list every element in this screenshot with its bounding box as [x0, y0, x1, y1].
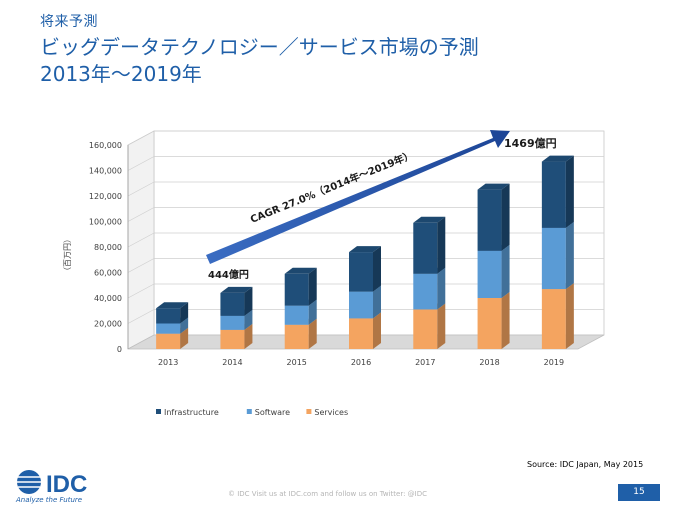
bar-software-2018-side: [501, 244, 510, 298]
x-tick-label: 2015: [287, 358, 307, 367]
bar-infrastructure-2018: [477, 189, 502, 251]
legend-swatch-infrastructure: [156, 409, 161, 414]
bar-software-2016-side: [373, 285, 381, 319]
bar-services-2013: [156, 333, 181, 349]
x-tick-label: 2017: [415, 358, 435, 367]
bar-infrastructure-2018-top: [477, 183, 510, 190]
bar-infrastructure-2018-side: [501, 183, 510, 251]
bar-software-2015: [284, 305, 309, 325]
bar-infrastructure-2015-side: [308, 267, 317, 306]
x-tick-label: 2016: [351, 358, 371, 367]
bar-infrastructure-2014: [220, 292, 245, 316]
logo-wordmark: IDC: [46, 471, 87, 498]
source-note: Source: IDC Japan, May 2015: [527, 460, 644, 469]
legend-label-infrastructure: Infrastructure: [164, 408, 219, 417]
slide-title: ビッグデータテクノロジー／サービス市場の予測 2013年～2019年: [40, 34, 479, 88]
bar-infrastructure-2013-top: [156, 302, 189, 309]
bar-software-2017: [413, 273, 438, 310]
bar-services-2016-side: [373, 312, 381, 349]
y-tick-label: 120,000: [89, 192, 122, 201]
gridline-side: [127, 156, 155, 171]
bar-infrastructure-2016: [349, 252, 373, 292]
bar-software-2015-side: [308, 299, 317, 325]
bar-services-2019: [541, 289, 566, 349]
bar-infrastructure-2016-side: [373, 246, 381, 292]
bar-software-2013-side: [180, 317, 189, 334]
bar-infrastructure-2013-side: [180, 302, 189, 324]
x-tick-label: 2018: [479, 358, 499, 367]
bar-services-2017-side: [437, 303, 446, 349]
legend-swatch-services: [306, 409, 312, 414]
bar-software-2019-side: [565, 221, 574, 290]
y-tick-label: 40,000: [94, 294, 122, 303]
bar-services-2019-side: [565, 283, 574, 349]
y-tick-label: 20,000: [94, 320, 122, 329]
gridline-side: [127, 283, 155, 299]
legend-label-software: Software: [255, 408, 290, 417]
bar-services-2017: [413, 309, 438, 349]
value-label-2019: 1469億円: [504, 136, 557, 150]
bar-infrastructure-2014-top: [220, 286, 253, 293]
gridline-side: [127, 181, 155, 197]
slide-kicker: 将来予測: [40, 14, 98, 30]
slide-title-line1: ビッグデータテクノロジー／サービス市場の予測: [40, 35, 479, 59]
y-tick-label: 60,000: [94, 269, 122, 278]
bar-infrastructure-2015: [284, 273, 309, 306]
bar-services-2015: [284, 324, 309, 349]
bar-infrastructure-2019-top: [541, 155, 574, 162]
bar-software-2017-side: [437, 267, 446, 310]
legend-swatch-software: [246, 409, 252, 414]
bar-software-2014: [220, 315, 245, 330]
y-tick-label: 160,000: [89, 141, 122, 150]
idc-logo: IDC Analyze the Future: [14, 468, 134, 504]
legend-label-services: Services: [314, 408, 348, 417]
footer-note: © IDC Visit us at IDC.com and follow us …: [228, 490, 428, 498]
bar-software-2013: [156, 323, 181, 334]
chart-legend: Infrastructure Software Services: [156, 408, 348, 417]
y-tick-label: 0: [117, 345, 122, 354]
y-tick-label: 140,000: [89, 167, 122, 176]
bar-infrastructure-2017-top: [413, 216, 446, 223]
bar-services-2018: [477, 298, 502, 349]
globe-icon: IDC Analyze the Future: [15, 470, 87, 504]
x-tick-label: 2019: [544, 358, 564, 367]
bar-infrastructure-2015-top: [284, 267, 317, 274]
slide-title-line2: 2013年～2019年: [40, 62, 202, 86]
gridline-side: [127, 130, 155, 146]
x-tick-label: 2013: [158, 358, 178, 367]
gridline-side: [127, 232, 155, 248]
bar-services-2018-side: [501, 292, 510, 349]
bar-infrastructure-2019-side: [565, 155, 574, 228]
bar-infrastructure-2019: [541, 161, 566, 228]
bar-infrastructure-2014-side: [244, 286, 253, 316]
cagr-arrow: [206, 130, 510, 264]
bar-services-2013-side: [180, 327, 189, 349]
y-tick-label: 80,000: [94, 243, 122, 252]
chart-bars: [156, 155, 574, 349]
bar-infrastructure-2017: [413, 222, 438, 274]
logo-tagline: Analyze the Future: [15, 496, 82, 504]
bar-software-2016: [349, 291, 373, 319]
gridline-side: [127, 309, 155, 324]
gridline-side: [127, 258, 155, 273]
bar-software-2018: [477, 250, 502, 298]
bar-services-2014: [220, 329, 245, 349]
bar-software-2019: [541, 227, 566, 290]
bar-services-2015-side: [308, 318, 317, 349]
value-label-2014: 444億円: [208, 268, 249, 281]
gridline-side: [127, 207, 155, 222]
bar-services-2016: [349, 318, 373, 349]
bar-infrastructure-2013: [156, 308, 181, 324]
page-number: 15: [618, 484, 660, 501]
bar-infrastructure-2017-side: [437, 216, 446, 274]
x-tick-label: 2014: [222, 358, 242, 367]
y-axis-label: （百万円）: [63, 235, 72, 275]
bar-infrastructure-2016-top: [349, 246, 381, 253]
bar-services-2014-side: [244, 323, 253, 349]
bar-software-2014-side: [244, 309, 253, 330]
chart-axes: 0 20,000 40,000 60,000 80,000 100,000 120,000 1…: [63, 141, 564, 367]
y-tick-label: 100,000: [89, 218, 122, 227]
